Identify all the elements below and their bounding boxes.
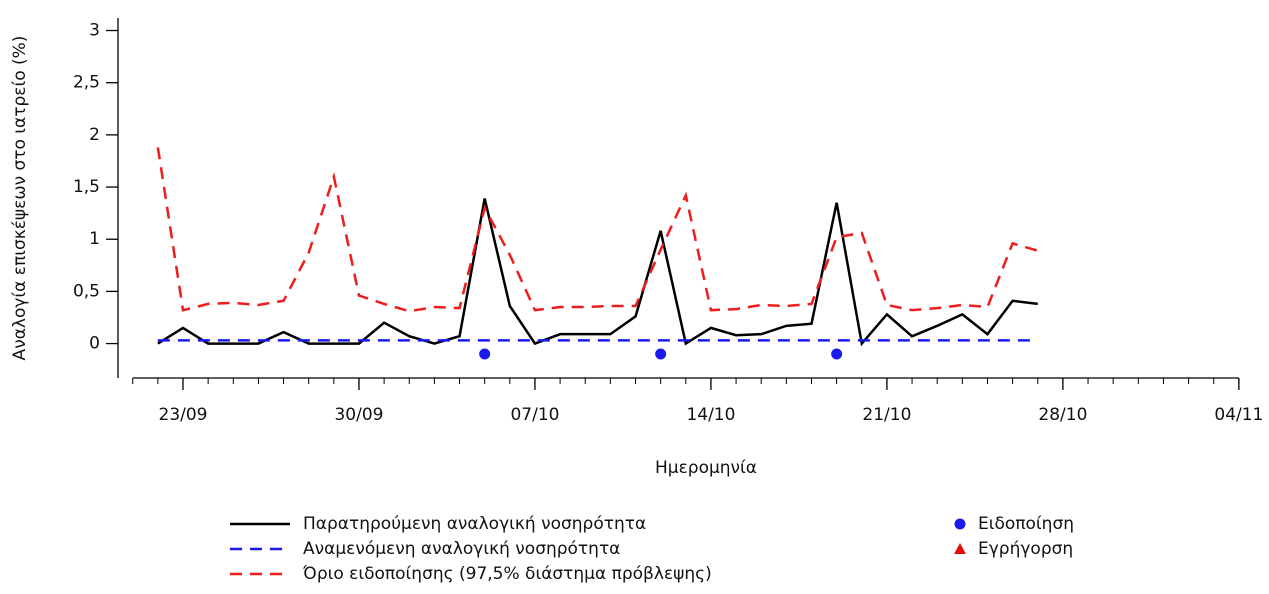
x-tick-label: 30/09 [334, 405, 383, 425]
x-tick-label: 21/10 [862, 405, 911, 425]
y-tick-label: 3 [89, 21, 100, 41]
legend-label: Αναμενόμενη αναλογική νοσηρότητα [303, 539, 620, 559]
legend-swatch [954, 543, 966, 554]
x-tick-label: 04/11 [1214, 405, 1263, 425]
legend-label: Ειδοποίηση [978, 514, 1074, 534]
x-tick-label: 14/10 [686, 405, 735, 425]
y-axis-label: Αναλογία επισκέψεων στο ιατρείο (%) [10, 36, 30, 361]
y-tick-label: 0,5 [73, 281, 100, 301]
series-line [157, 198, 1038, 347]
x-tick-label: 23/09 [159, 405, 208, 425]
legend-label: Παρατηρούμενη αναλογική νοσηρότητα [303, 514, 646, 534]
y-tick-label: 1 [89, 229, 100, 249]
alert-point [831, 348, 843, 360]
x-axis-label: Ημερομηνία [655, 458, 757, 478]
y-tick-label: 0 [89, 334, 100, 354]
legend-label: Όριο ειδοποίησης (97,5% διάστημα πρόβλεψ… [302, 564, 712, 584]
y-tick-label: 2 [89, 125, 100, 145]
alert-point [479, 348, 491, 360]
x-tick-label: 28/10 [1038, 405, 1087, 425]
series-line [156, 147, 1039, 313]
y-tick-label: 1,5 [73, 177, 100, 197]
legend-label: Εγρήγορση [978, 539, 1073, 559]
alert-point [655, 348, 667, 360]
x-tick-label: 07/10 [510, 405, 559, 425]
legend-swatch [954, 518, 966, 530]
y-tick-label: 2,5 [73, 73, 100, 93]
